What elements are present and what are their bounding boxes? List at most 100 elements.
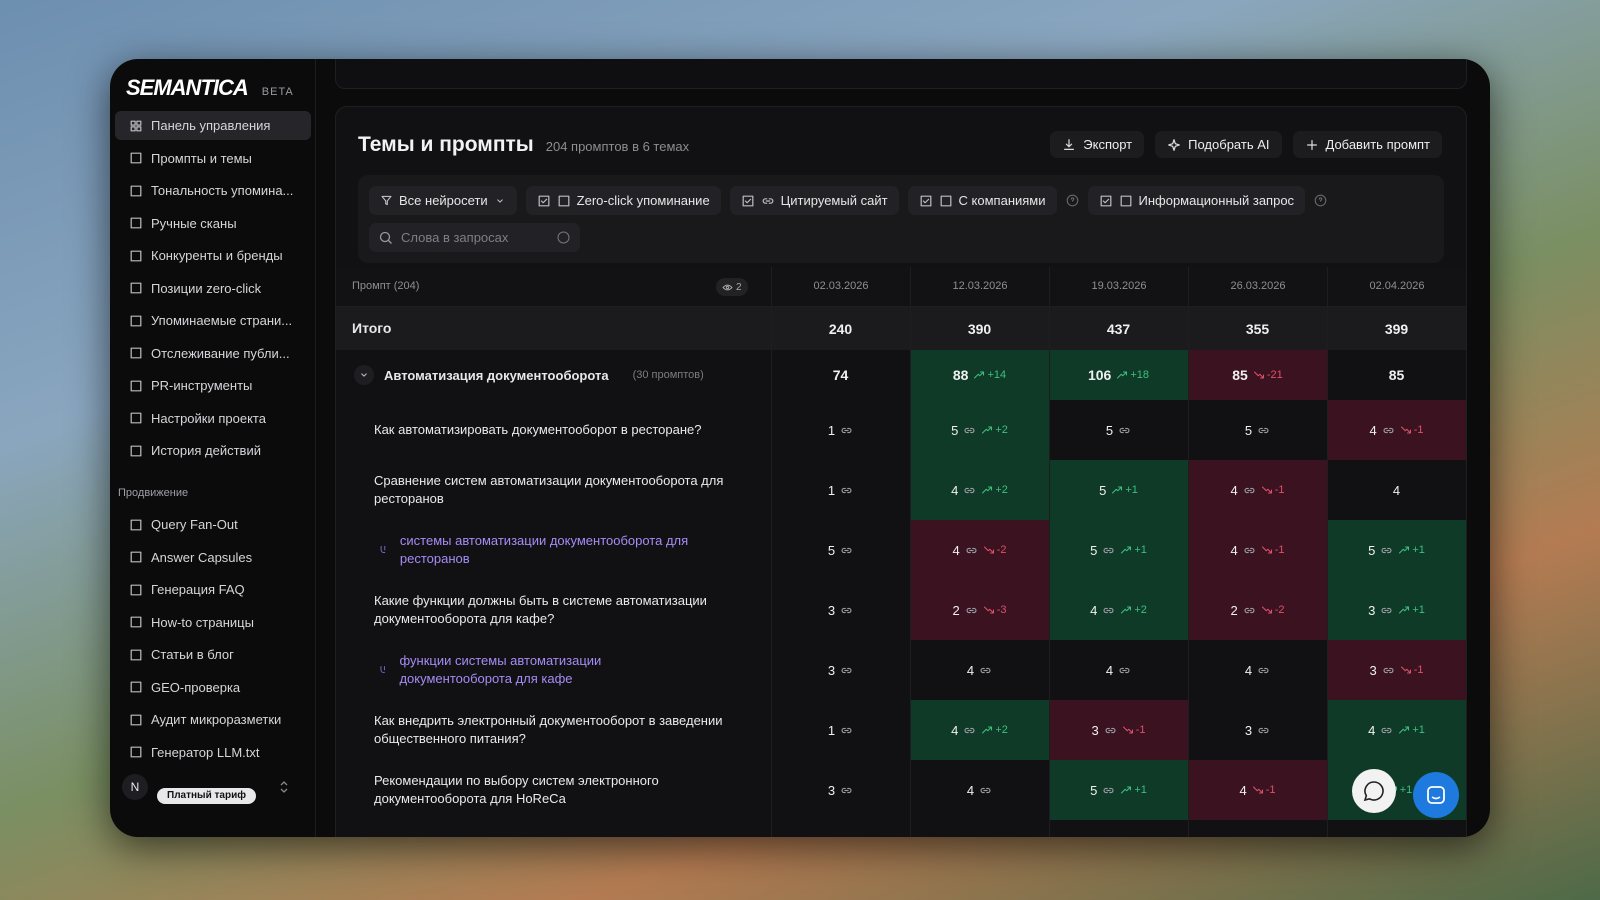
- plan-badge: Платный тариф: [157, 788, 256, 804]
- nav-item[interactable]: Answer Capsules: [115, 543, 311, 572]
- cell-value: 1: [827, 422, 836, 438]
- filter-chip[interactable]: С компаниями: [907, 186, 1057, 215]
- nav-item[interactable]: Query Fan-Out: [115, 510, 311, 539]
- beta-badge: BETA: [261, 86, 294, 98]
- nav-item[interactable]: Настройки проекта: [115, 404, 311, 433]
- nav-item[interactable]: Отслеживание публи...: [115, 339, 311, 368]
- filter-chip[interactable]: Информационный запрос: [1087, 186, 1306, 215]
- filter-chip[interactable]: Zero-click упоминание: [525, 186, 721, 215]
- icon-path: [742, 195, 754, 206]
- data-cell: 3: [771, 580, 910, 640]
- panel-title: Темы и промпты: [358, 133, 534, 156]
- icon: [1100, 195, 1111, 206]
- nav-item[interactable]: Генератор LLM.txt: [115, 738, 311, 767]
- icon-path: [130, 616, 142, 628]
- group-toggle[interactable]: [354, 365, 374, 385]
- data-cell: 4 +2: [910, 700, 1049, 760]
- nav-item[interactable]: Ручные сканы: [115, 209, 311, 238]
- icon-path: [1258, 667, 1269, 673]
- icon-path: [1261, 546, 1272, 554]
- nav-label: Answer Capsules: [151, 549, 253, 565]
- chat-button[interactable]: [1352, 769, 1396, 813]
- icon-path: [980, 667, 991, 673]
- icon-path: [130, 282, 142, 294]
- data-cell: 85 -21: [1188, 350, 1327, 400]
- prompt-cell[interactable]: системы автоматизации документооборота д…: [378, 520, 698, 580]
- icon-path: [130, 250, 142, 261]
- icon-path: [1252, 786, 1263, 794]
- icon: [1252, 786, 1263, 794]
- nav-item[interactable]: Статьи в блог: [115, 640, 311, 669]
- nav-item[interactable]: Позиции zero-click: [115, 274, 311, 303]
- cell-value: 85: [1388, 367, 1405, 383]
- nav-item[interactable]: Панель управления: [115, 111, 311, 140]
- nav-item[interactable]: Аудит микроразметки: [115, 705, 311, 734]
- icon: [496, 198, 503, 203]
- icon: [130, 347, 142, 359]
- icon: [130, 250, 142, 261]
- delta-value: -2: [1274, 604, 1285, 616]
- delta-value: +18: [1130, 369, 1150, 381]
- user-avatar[interactable]: N: [122, 774, 148, 800]
- icon: [1258, 427, 1269, 433]
- icon: [983, 606, 994, 614]
- data-cell: 3 +1: [1327, 580, 1466, 640]
- nav-item[interactable]: Конкуренты и бренды: [115, 241, 311, 270]
- icon: [966, 547, 977, 553]
- hidden-columns-toggle[interactable]: 2: [716, 278, 748, 296]
- icon-path: [558, 195, 570, 206]
- search-box[interactable]: Слова в запросах: [369, 223, 580, 252]
- nav-item[interactable]: Упоминаемые страни...: [115, 306, 311, 335]
- nav-item[interactable]: Генерация FAQ: [115, 575, 311, 604]
- cell-value: 4: [951, 722, 959, 738]
- prompt-column-header: Промпт (204): [352, 280, 420, 292]
- icon-path: [1399, 546, 1410, 554]
- icon: [1261, 546, 1272, 554]
- filter-chip[interactable]: Цитируемый сайт: [729, 186, 899, 215]
- icon-path: [841, 727, 852, 733]
- prompt-cell: Как автоматизировать документооборот в р…: [374, 400, 734, 460]
- nav-item[interactable]: Тональность упомина...: [115, 176, 311, 205]
- nav-item[interactable]: GEO-проверка: [115, 673, 311, 702]
- group-count: (30 промптов): [632, 369, 704, 381]
- icon: [762, 197, 774, 204]
- header-button[interactable]: Экспорт: [1050, 131, 1145, 158]
- cell-value: 4: [1244, 662, 1253, 678]
- prompt-cell: Сравнение систем автоматизации документо…: [374, 460, 734, 520]
- icon: [1244, 607, 1255, 613]
- header-button[interactable]: Подобрать AI: [1155, 131, 1282, 158]
- icon-path: [966, 607, 977, 613]
- header-button[interactable]: Добавить промпт: [1292, 131, 1442, 158]
- icon: [964, 427, 975, 433]
- nav-item[interactable]: История действий: [115, 436, 311, 465]
- icon: [722, 284, 733, 290]
- delta: +1: [1398, 544, 1425, 556]
- nav-item[interactable]: Промпты и темы: [115, 144, 311, 173]
- cell-value: 3: [827, 662, 836, 678]
- data-cell: 4 -1: [1188, 460, 1327, 520]
- cell-value: 5: [1090, 782, 1098, 798]
- nav-item[interactable]: PR-инструменты: [115, 371, 311, 400]
- icon: [1121, 786, 1132, 794]
- filter-label: Все нейросети: [399, 193, 488, 208]
- cell-value: 5: [827, 542, 836, 558]
- icon: [841, 787, 852, 793]
- filter-chip[interactable]: Все нейросети: [369, 186, 517, 215]
- cell-value: 4: [966, 782, 975, 798]
- icon: [1258, 727, 1269, 733]
- prompt-cell[interactable]: функции системы автоматизации документоо…: [378, 640, 698, 700]
- data-cell: 5: [771, 520, 910, 580]
- icon-path: [1103, 547, 1114, 553]
- data-cell: 3: [771, 640, 910, 700]
- cell-value: 390: [967, 320, 992, 337]
- nav-item[interactable]: How-to страницы: [115, 608, 311, 637]
- data-cell: 1: [771, 460, 910, 520]
- help-icon: [1314, 194, 1327, 207]
- cell-value: 437: [1106, 320, 1131, 337]
- user-menu-toggle[interactable]: [278, 779, 290, 795]
- data-cell: 4 -1: [1188, 760, 1327, 820]
- icon-path: [974, 371, 985, 379]
- support-button[interactable]: [1413, 772, 1459, 818]
- icon-path: [130, 185, 142, 196]
